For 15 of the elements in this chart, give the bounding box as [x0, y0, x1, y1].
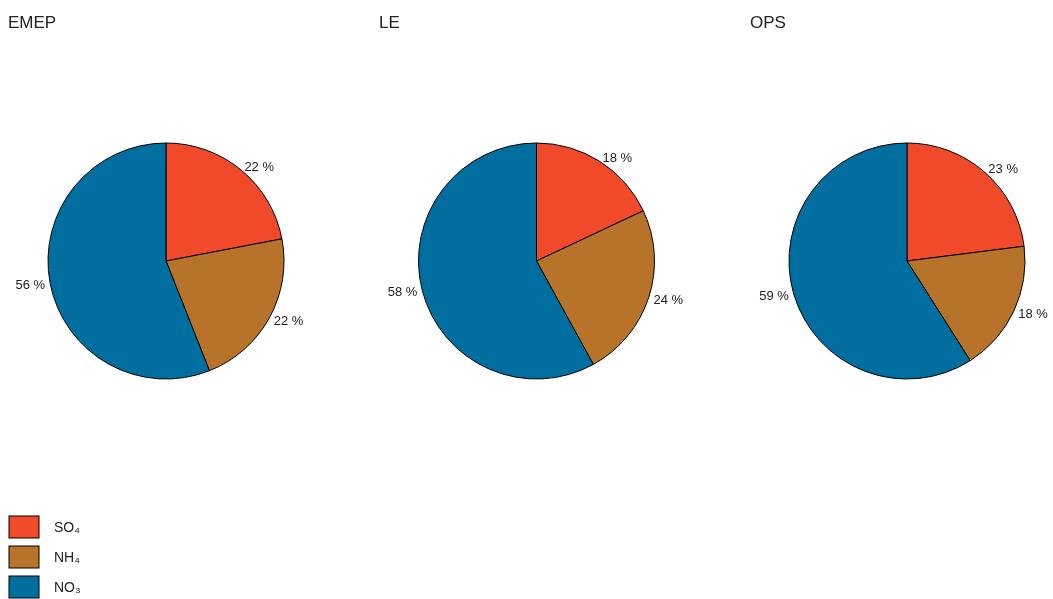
data-label: 24 % [653, 291, 684, 307]
data-label: 18 % [1018, 305, 1049, 321]
chart-title: EMEP [8, 13, 57, 32]
chart-title: LE [379, 13, 400, 32]
data-label: 22 % [273, 312, 304, 328]
data-label: 56 % [15, 276, 46, 292]
chart-title: OPS [750, 13, 786, 32]
legend-label: NO₃ [54, 578, 81, 595]
legend-label: NH₄ [54, 548, 81, 565]
data-label: 22 % [244, 158, 275, 174]
legend-label: SO₄ [54, 518, 81, 535]
data-label: 58 % [387, 284, 418, 300]
data-label: 18 % [602, 149, 633, 165]
data-label: 23 % [988, 161, 1019, 177]
data-label: 59 % [759, 287, 790, 303]
